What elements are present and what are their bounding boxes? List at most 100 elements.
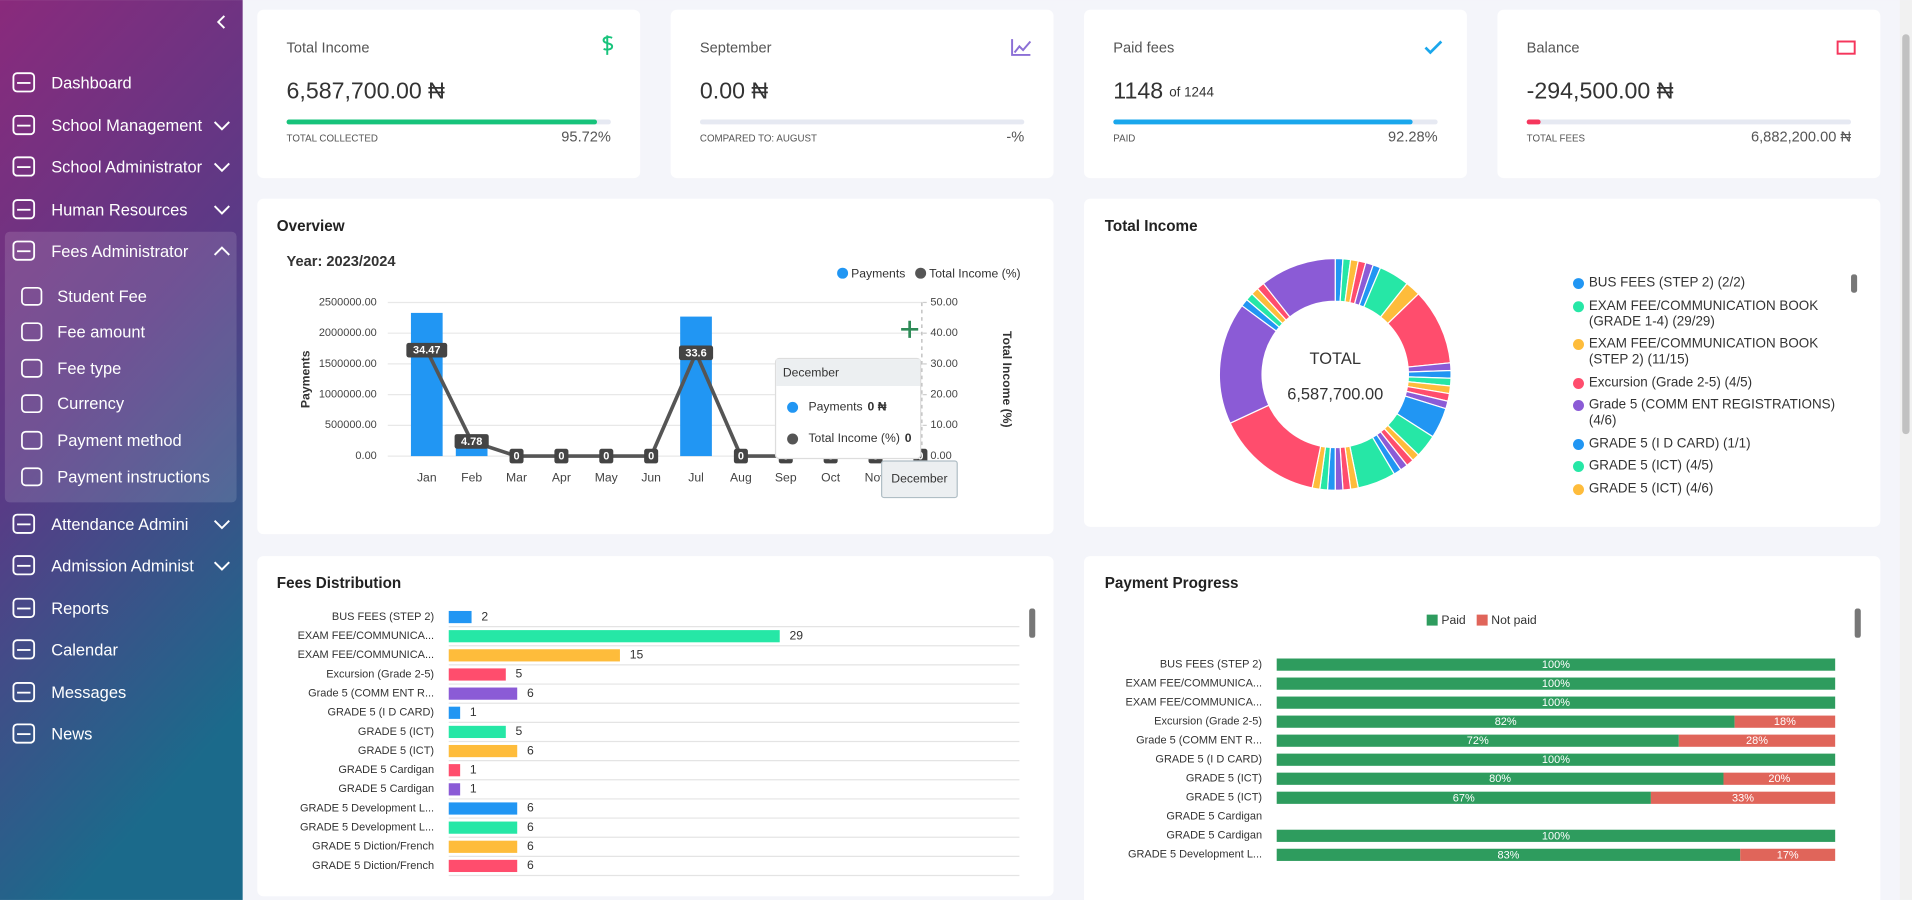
data-label: 0 xyxy=(513,451,519,463)
donut-slice xyxy=(1262,257,1336,318)
page-scroll-thumb[interactable] xyxy=(1902,34,1910,435)
y-tick-label: GRADE 5 Diction/French xyxy=(312,841,434,853)
card-icon xyxy=(602,35,614,55)
y-tick-label: EXAM FEE/COMMUNICA... xyxy=(298,630,435,642)
menu-label: Fees Administrator xyxy=(51,243,189,261)
zoom-icon xyxy=(901,320,919,338)
tooltip-value: 0 xyxy=(905,431,912,445)
y-tick-label: GRADE 5 Cardigan xyxy=(338,764,434,776)
y-tick-label: 1500000.00 xyxy=(319,358,377,370)
bar xyxy=(448,649,620,662)
menu-item[interactable]: Messages xyxy=(12,681,126,702)
card-icon xyxy=(1836,40,1856,55)
submenu-item[interactable]: Student Fee xyxy=(21,286,147,306)
bar-segment xyxy=(1723,772,1836,785)
data-label: 0 xyxy=(648,451,654,463)
submenu-icon xyxy=(21,358,43,378)
submenu-item[interactable]: Payment method xyxy=(21,430,182,450)
menu-label: Admission Administ xyxy=(51,557,194,575)
data-label: 29 xyxy=(789,628,803,642)
data-label: 33.6 xyxy=(685,347,706,359)
tooltip: December Payments 0 ₦ Total Income (%) 0 xyxy=(774,357,922,460)
y-tick-label: GRADE 5 (I D CARD) xyxy=(1155,754,1262,766)
y-tick-label: GRADE 5 Cardigan xyxy=(1166,811,1262,823)
bar-segment xyxy=(1276,658,1836,671)
data-label: 100% xyxy=(1542,830,1570,842)
menu-item[interactable]: School Administrator xyxy=(12,156,230,177)
y2-tick-label: 30.00 xyxy=(930,358,957,370)
submenu-label: Fee amount xyxy=(57,323,145,341)
x-tick-label: Jul xyxy=(688,470,704,484)
y2-tick-label: 50.00 xyxy=(930,296,957,308)
menu-item[interactable]: Calendar xyxy=(12,639,119,660)
scroll-thumb[interactable] xyxy=(1854,608,1861,638)
data-label: 72% xyxy=(1467,735,1489,747)
bar-segment xyxy=(1276,791,1651,804)
donut-center-label: TOTAL xyxy=(1309,350,1361,368)
y-tick-label: BUS FEES (STEP 2) xyxy=(332,611,434,623)
card-right: 6,882,200.00 ₦ xyxy=(1751,130,1851,146)
y-tick-label: GRADE 5 Development L... xyxy=(300,802,434,814)
card-bg xyxy=(670,9,1054,179)
bar-segment xyxy=(1276,829,1836,842)
tooltip-marker xyxy=(787,433,799,445)
submenu-label: Currency xyxy=(57,395,125,413)
submenu-icon xyxy=(21,394,43,414)
x-tick-label: Apr xyxy=(552,470,571,484)
card-caption: TOTAL FEES xyxy=(1527,134,1586,145)
menu-item[interactable]: Admission Administ xyxy=(12,555,230,575)
data-label: 0 xyxy=(558,451,564,463)
submenu-item[interactable]: Fee type xyxy=(21,358,121,378)
x-tick-label: May xyxy=(595,470,619,484)
y-tick-label: GRADE 5 (ICT) xyxy=(358,726,434,738)
bar-segment xyxy=(1650,791,1836,804)
data-label: 67% xyxy=(1453,792,1475,804)
y-tick-label: EXAM FEE/COMMUNICA... xyxy=(298,649,435,661)
card-value: -294,500.00 ₦ xyxy=(1527,78,1674,104)
menu-item[interactable]: Human Resources xyxy=(12,199,230,219)
submenu-item[interactable]: Payment instructions xyxy=(21,467,210,486)
scroll-thumb[interactable] xyxy=(1851,274,1858,293)
data-label: 5 xyxy=(516,667,523,681)
panel-title: Total Income xyxy=(1105,218,1198,235)
legend-label: Paid xyxy=(1441,613,1465,627)
menu-item[interactable]: School Management xyxy=(12,114,230,135)
y-tick-label: GRADE 5 (ICT) xyxy=(1186,792,1262,804)
menu-item[interactable]: Attendance Admini xyxy=(12,513,230,534)
submenu-icon xyxy=(21,322,43,342)
progress-bar xyxy=(286,119,598,125)
card-icon xyxy=(1011,39,1031,56)
data-label: 0 xyxy=(603,451,609,463)
submenu-item[interactable]: Currency xyxy=(21,394,125,414)
card-title: September xyxy=(700,41,772,57)
menu-item[interactable]: News xyxy=(12,723,92,744)
submenu-icon xyxy=(21,430,43,450)
menu-label: School Administrator xyxy=(51,159,202,177)
menu-item[interactable]: Reports xyxy=(12,597,109,618)
chevron xyxy=(213,561,230,571)
y-tick-label: Grade 5 (COMM ENT R... xyxy=(1136,735,1262,747)
panel-title: Payment Progress xyxy=(1105,575,1239,592)
progress-bar xyxy=(1526,119,1541,125)
bar xyxy=(448,706,461,719)
data-label: 100% xyxy=(1542,754,1570,766)
tooltip-name: Total Income (%) xyxy=(808,431,899,445)
bar xyxy=(448,687,518,700)
data-label: 1 xyxy=(470,705,477,719)
menu-item[interactable]: Fees Administrator xyxy=(12,240,230,261)
panel-title: Overview xyxy=(277,218,345,235)
menu-item[interactable]: Dashboard xyxy=(12,72,132,93)
menu-label: Human Resources xyxy=(51,201,187,219)
data-label: 6 xyxy=(527,820,534,834)
bar xyxy=(680,316,712,457)
submenu-item[interactable]: Fee amount xyxy=(21,322,146,342)
collapse-button[interactable] xyxy=(216,15,226,29)
bar xyxy=(448,840,518,853)
card-caption: COMPARED TO: AUGUST xyxy=(700,134,817,145)
bar-segment xyxy=(1734,715,1836,728)
menu-label: School Management xyxy=(51,117,202,135)
progress-panel xyxy=(1084,556,1881,900)
data-label: 82% xyxy=(1495,716,1517,728)
data-label: 1 xyxy=(470,762,477,776)
scroll-thumb[interactable] xyxy=(1029,608,1036,638)
